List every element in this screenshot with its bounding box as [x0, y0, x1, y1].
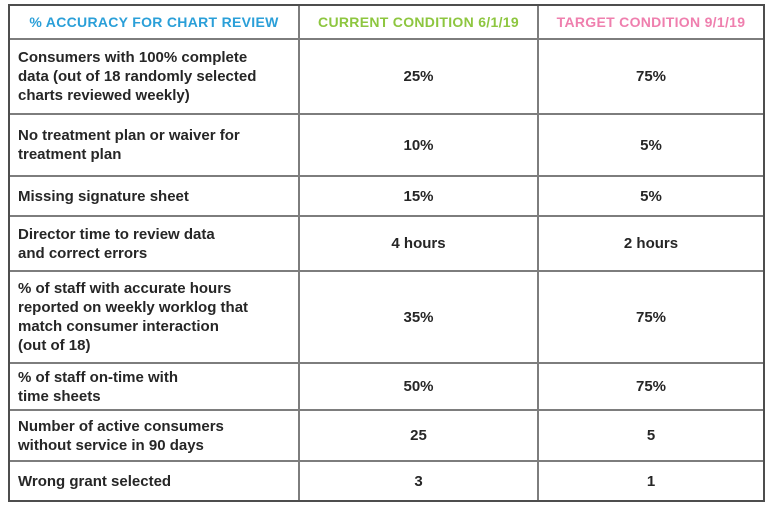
row-target-wrong-grant: 1 — [646, 472, 656, 490]
row-current-no-service: 25 — [300, 411, 539, 462]
header-target-condition-label: TARGET CONDITION 9/1/19 — [556, 14, 746, 30]
row-label-accurate-hours: % of staff with accurate hours reported … — [10, 272, 300, 364]
row-current-on-time-timesheets: 50% — [300, 364, 539, 411]
row-label-no-service: Number of active consumers without servi… — [10, 411, 300, 462]
header-current-condition-label: CURRENT CONDITION 6/1/19 — [318, 14, 519, 30]
row-target-director-time: 2 hours — [539, 217, 763, 272]
row-target-complete-data: 75% — [539, 40, 763, 115]
row-label-missing-signature: Missing signature sheet — [10, 177, 300, 217]
row-target-accurate-hours: 75% — [539, 272, 763, 364]
row-label-director-time: Director time to review data and correct… — [10, 217, 300, 272]
header-accuracy: % ACCURACY FOR CHART REVIEW — [10, 6, 300, 40]
row-current-wrong-grant: 3 — [300, 462, 539, 500]
header-current-condition: CURRENT CONDITION 6/1/19 — [300, 6, 539, 40]
row-label-treatment-plan: No treatment plan or waiver for treatmen… — [10, 115, 300, 177]
row-target-treatment-plan: 5% — [539, 115, 763, 177]
row-target-no-service: 5 — [539, 411, 763, 462]
header-target-condition: TARGET CONDITION 9/1/19 — [539, 6, 763, 40]
row-label-on-time-timesheets: % of staff on-time with time sheets — [10, 364, 300, 411]
row-target-missing-signature: 5% — [539, 177, 763, 217]
row-label-complete-data: Consumers with 100% complete data (out o… — [10, 40, 300, 115]
row-current-director-time: 4 hours — [300, 217, 539, 272]
row-target-on-time-timesheets: 75% — [539, 364, 763, 411]
row-label-wrong-grant: Wrong grant selected — [10, 462, 300, 500]
row-current-complete-data: 25% — [300, 40, 539, 115]
row-current-missing-signature: 15% — [300, 177, 539, 217]
row-current-accurate-hours: 35% — [300, 272, 539, 364]
header-accuracy-label: % ACCURACY FOR CHART REVIEW — [29, 14, 279, 30]
row-current-treatment-plan: 10% — [300, 115, 539, 177]
chart-review-table: % ACCURACY FOR CHART REVIEW CURRENT COND… — [8, 4, 765, 502]
